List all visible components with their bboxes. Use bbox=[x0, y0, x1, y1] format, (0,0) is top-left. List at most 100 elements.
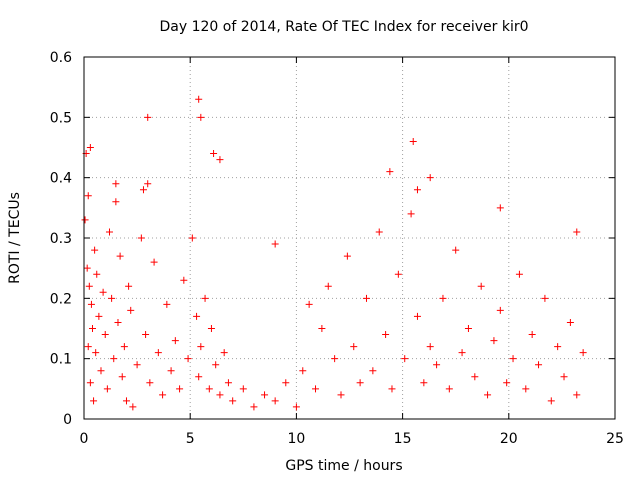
data-point bbox=[541, 294, 549, 302]
data-point bbox=[375, 228, 383, 236]
data-point bbox=[503, 379, 511, 387]
data-point bbox=[87, 300, 95, 308]
data-point bbox=[433, 361, 441, 369]
data-point bbox=[413, 312, 421, 320]
data-point bbox=[282, 379, 290, 387]
data-point bbox=[388, 385, 396, 393]
data-point bbox=[382, 331, 390, 339]
data-point bbox=[90, 397, 98, 405]
data-point bbox=[91, 246, 99, 254]
data-point bbox=[195, 95, 203, 103]
data-point bbox=[356, 379, 364, 387]
data-point bbox=[180, 276, 188, 284]
data-point bbox=[484, 391, 492, 399]
data-point bbox=[184, 355, 192, 363]
data-point bbox=[116, 252, 124, 260]
data-point bbox=[573, 228, 581, 236]
data-point bbox=[271, 397, 279, 405]
x-tick-label: 25 bbox=[606, 431, 624, 447]
data-point bbox=[97, 367, 105, 375]
data-point bbox=[401, 355, 409, 363]
data-point bbox=[452, 246, 460, 254]
data-point bbox=[343, 252, 351, 260]
y-tick-label: 0.5 bbox=[50, 110, 72, 126]
data-point bbox=[108, 294, 116, 302]
data-point bbox=[490, 337, 498, 345]
data-point bbox=[127, 306, 135, 314]
data-point bbox=[120, 343, 128, 351]
data-point bbox=[86, 379, 94, 387]
x-tick-label: 20 bbox=[500, 431, 518, 447]
data-point bbox=[205, 385, 213, 393]
data-point bbox=[118, 373, 126, 381]
data-point bbox=[216, 156, 224, 164]
data-point bbox=[573, 391, 581, 399]
data-point bbox=[83, 264, 91, 272]
data-point bbox=[554, 343, 562, 351]
data-point bbox=[112, 198, 120, 206]
data-point bbox=[85, 282, 93, 290]
data-point bbox=[193, 312, 201, 320]
data-point bbox=[477, 282, 485, 290]
data-point bbox=[224, 379, 232, 387]
data-point bbox=[167, 367, 175, 375]
data-point bbox=[271, 240, 279, 248]
data-point bbox=[386, 168, 394, 176]
data-point bbox=[154, 349, 162, 357]
data-point bbox=[139, 186, 147, 194]
data-point bbox=[125, 282, 133, 290]
data-point bbox=[122, 397, 130, 405]
data-point bbox=[305, 300, 313, 308]
data-point bbox=[522, 385, 530, 393]
data-point bbox=[195, 373, 203, 381]
y-axis-label: ROTI / TECUs bbox=[7, 192, 23, 284]
data-point bbox=[144, 180, 152, 188]
data-point bbox=[207, 325, 215, 332]
data-point bbox=[84, 192, 92, 200]
data-point bbox=[471, 373, 479, 381]
data-point bbox=[445, 385, 453, 393]
data-point bbox=[110, 355, 118, 363]
x-tick-label: 15 bbox=[394, 431, 412, 447]
data-point bbox=[163, 300, 171, 308]
data-point bbox=[86, 144, 94, 151]
data-point bbox=[318, 325, 326, 332]
x-tick-label: 5 bbox=[186, 431, 195, 447]
data-point bbox=[394, 270, 402, 278]
data-point bbox=[464, 325, 472, 332]
data-point bbox=[144, 113, 152, 121]
data-point bbox=[413, 186, 421, 194]
data-point bbox=[312, 385, 320, 393]
x-tick-label: 10 bbox=[287, 431, 305, 447]
data-point bbox=[426, 174, 434, 182]
data-point bbox=[547, 397, 555, 405]
data-point bbox=[331, 355, 339, 363]
y-tick-label: 0.6 bbox=[50, 50, 72, 66]
data-points bbox=[81, 95, 587, 411]
data-point bbox=[112, 180, 120, 188]
data-point bbox=[535, 361, 543, 369]
data-point bbox=[84, 343, 92, 351]
data-point bbox=[324, 282, 332, 290]
grid-lines bbox=[84, 57, 615, 419]
data-point bbox=[409, 137, 417, 145]
data-point bbox=[103, 385, 111, 393]
data-point bbox=[369, 367, 377, 375]
data-point bbox=[99, 288, 107, 296]
data-point bbox=[105, 228, 113, 236]
data-point bbox=[496, 204, 504, 212]
data-point bbox=[114, 318, 122, 326]
data-point bbox=[212, 361, 220, 369]
y-tick-label: 0.1 bbox=[50, 352, 72, 368]
data-point bbox=[528, 331, 536, 339]
data-point bbox=[458, 349, 466, 357]
data-point bbox=[150, 258, 158, 266]
data-point bbox=[261, 391, 269, 399]
data-point bbox=[159, 391, 167, 399]
data-point bbox=[216, 391, 224, 399]
data-point bbox=[133, 361, 141, 369]
data-point bbox=[201, 294, 209, 302]
data-point bbox=[350, 343, 358, 351]
axis-ticks: 0 5 10 15 20 25 0 0.1 0.2 0.3 0.4 0.5 0.6 bbox=[50, 50, 624, 447]
